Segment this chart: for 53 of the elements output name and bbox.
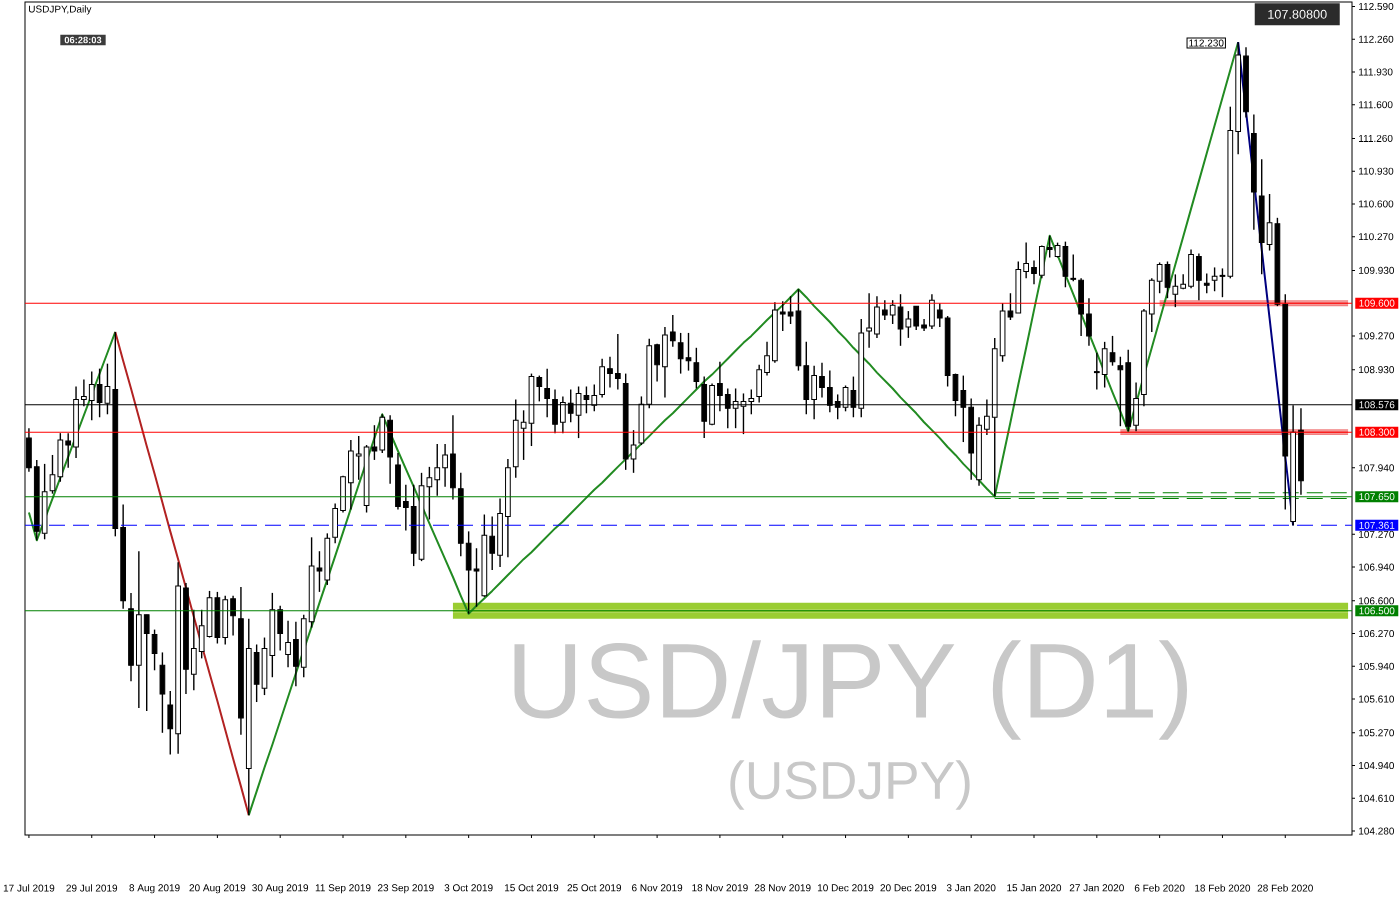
y-tick-label: 111.260 bbox=[1359, 134, 1393, 142]
chart-title: USDJPY,Daily bbox=[29, 5, 92, 15]
x-tick-label: 30 Aug 2019 bbox=[252, 884, 309, 894]
ref-line-label: 107.650 bbox=[1359, 493, 1395, 501]
x-tick-label: 6 Nov 2019 bbox=[632, 884, 683, 892]
y-tick-label: 105.940 bbox=[1359, 662, 1395, 670]
x-tick-label: 15 Oct 2019 bbox=[504, 884, 559, 892]
x-tick-label: 18 Feb 2020 bbox=[1195, 884, 1251, 892]
y-tick-label: 107.270 bbox=[1359, 530, 1395, 538]
y-tick-label: 110.930 bbox=[1359, 167, 1394, 175]
x-tick-label: 10 Dec 2019 bbox=[817, 884, 874, 892]
x-tick-label: 29 Jul 2019 bbox=[66, 884, 118, 892]
x-tick-label: 17 Jul 2019 bbox=[3, 884, 55, 892]
x-tick-label: 6 Feb 2020 bbox=[1134, 884, 1185, 892]
y-tick-label: 107.940 bbox=[1359, 464, 1395, 472]
y-tick-label: 104.610 bbox=[1359, 794, 1395, 802]
y-tick-label: 111.600 bbox=[1359, 101, 1393, 109]
y-tick-label: 110.270 bbox=[1359, 233, 1394, 241]
x-tick-label: 23 Sep 2019 bbox=[377, 884, 434, 894]
y-tick-label: 104.940 bbox=[1359, 762, 1395, 770]
x-tick-label: 8 Aug 2019 bbox=[129, 884, 180, 894]
y-tick-label: 112.260 bbox=[1359, 35, 1394, 43]
x-tick-label: 20 Aug 2019 bbox=[189, 884, 246, 894]
annotation: 112.230 bbox=[1189, 39, 1224, 47]
ref-line-label: 106.500 bbox=[1359, 607, 1395, 615]
y-tick-label: 104.280 bbox=[1359, 827, 1395, 835]
x-tick-label: 18 Nov 2019 bbox=[692, 884, 748, 892]
x-tick-label: 25 Oct 2019 bbox=[567, 884, 622, 892]
y-tick-label: 109.930 bbox=[1359, 266, 1395, 274]
y-tick-label: 106.600 bbox=[1359, 597, 1395, 605]
y-tick-label: 106.940 bbox=[1359, 563, 1395, 571]
x-tick-label: 3 Oct 2019 bbox=[444, 884, 493, 892]
ref-line-label: 108.300 bbox=[1359, 428, 1395, 436]
y-tick-label: 110.600 bbox=[1359, 200, 1394, 208]
ref-line-label: 107.361 bbox=[1359, 521, 1395, 529]
x-tick-label: 27 Jan 2020 bbox=[1069, 884, 1124, 892]
x-tick-label: 11 Sep 2019 bbox=[315, 884, 371, 894]
y-tick-label: 108.930 bbox=[1359, 366, 1395, 374]
x-tick-label: 20 Dec 2019 bbox=[880, 884, 937, 892]
y-tick-label: 106.270 bbox=[1359, 630, 1395, 638]
y-tick-label: 111.930 bbox=[1359, 68, 1393, 76]
annotation: 06:28:03 bbox=[64, 36, 102, 44]
y-tick-label: 105.610 bbox=[1359, 695, 1395, 703]
x-tick-label: 28 Nov 2019 bbox=[754, 884, 811, 892]
x-tick-label: 15 Jan 2020 bbox=[1007, 884, 1062, 892]
ref-line-label: 109.600 bbox=[1359, 299, 1395, 307]
ref-line-label: 108.576 bbox=[1359, 401, 1395, 409]
x-tick-label: 28 Feb 2020 bbox=[1257, 884, 1313, 892]
annotation: 107.80800 bbox=[1268, 9, 1327, 19]
x-tick-label: 3 Jan 2020 bbox=[946, 884, 996, 892]
y-tick-label: 109.270 bbox=[1359, 332, 1395, 340]
y-tick-label: 105.270 bbox=[1359, 729, 1395, 737]
y-tick-label: 112.590 bbox=[1359, 2, 1394, 11]
